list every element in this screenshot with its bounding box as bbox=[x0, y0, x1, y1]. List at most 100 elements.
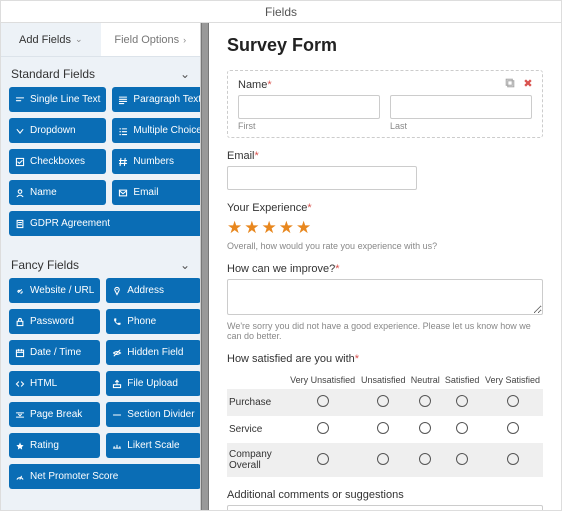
field-type-label: GDPR Agreement bbox=[30, 218, 110, 229]
pane-resize-handle[interactable] bbox=[201, 23, 209, 510]
label-text: Your Experience bbox=[227, 202, 307, 214]
required-marker: * bbox=[307, 202, 311, 214]
likert-radio[interactable] bbox=[419, 422, 431, 434]
field-type-label: Name bbox=[30, 187, 57, 198]
field-type-label: Email bbox=[133, 187, 158, 198]
likert-radio[interactable] bbox=[377, 422, 389, 434]
field-type-label: Website / URL bbox=[30, 285, 94, 296]
field-type-rating[interactable]: Rating bbox=[9, 433, 100, 458]
field-type-label: Dropdown bbox=[30, 125, 76, 136]
field-type-hidden-field[interactable]: Hidden Field bbox=[106, 340, 200, 365]
likert-radio[interactable] bbox=[507, 453, 519, 465]
code-icon bbox=[15, 379, 25, 389]
likert-column-header: Unsatisfied bbox=[358, 371, 408, 389]
section-header-fancy[interactable]: Fancy Fields ⌄ bbox=[1, 248, 200, 278]
field-type-dropdown[interactable]: Dropdown bbox=[9, 118, 106, 143]
field-type-single-line-text[interactable]: Single Line Text bbox=[9, 87, 106, 112]
standard-fields-grid: Single Line Text Paragraph Text Dropdown Mu… bbox=[1, 87, 200, 248]
likert-column-header: Very Unsatisfied bbox=[287, 371, 358, 389]
field-type-label: File Upload bbox=[127, 378, 178, 389]
field-type-paragraph-text[interactable]: Paragraph Text bbox=[112, 87, 201, 112]
field-type-label: Multiple Choice bbox=[133, 125, 201, 136]
field-type-section-divider[interactable]: Section Divider bbox=[106, 402, 200, 427]
field-type-label: Paragraph Text bbox=[133, 94, 201, 105]
likert-radio[interactable] bbox=[377, 453, 389, 465]
likert-radio[interactable] bbox=[507, 422, 519, 434]
likert-radio[interactable] bbox=[377, 395, 389, 407]
last-name-input[interactable] bbox=[390, 95, 532, 119]
comments-textarea[interactable] bbox=[227, 505, 543, 510]
field-type-label: Address bbox=[127, 285, 164, 296]
first-name-input[interactable] bbox=[238, 95, 380, 119]
star-rating[interactable]: ★★★★★ bbox=[227, 218, 543, 238]
likert-radio[interactable] bbox=[419, 395, 431, 407]
duplicate-icon[interactable] bbox=[504, 77, 516, 89]
paragraph-icon bbox=[118, 95, 128, 105]
field-type-file-upload[interactable]: File Upload bbox=[106, 371, 200, 396]
section-title: Fancy Fields bbox=[11, 258, 79, 272]
likert-radio[interactable] bbox=[456, 422, 468, 434]
field-type-label: HTML bbox=[30, 378, 57, 389]
field-name[interactable]: ✖ Name* First Last bbox=[227, 70, 543, 138]
star-icon[interactable]: ★ bbox=[244, 218, 259, 238]
likert-column-header: Very Satisfied bbox=[482, 371, 543, 389]
likert-radio[interactable] bbox=[456, 395, 468, 407]
field-type-label: Hidden Field bbox=[127, 347, 183, 358]
field-type-name[interactable]: Name bbox=[9, 180, 106, 205]
likert-radio[interactable] bbox=[456, 453, 468, 465]
user-icon bbox=[15, 188, 25, 198]
section-header-standard[interactable]: Standard Fields ⌄ bbox=[1, 57, 200, 87]
field-type-checkboxes[interactable]: Checkboxes bbox=[9, 149, 106, 174]
improve-textarea[interactable] bbox=[227, 279, 543, 315]
field-type-multiple-choice[interactable]: Multiple Choice bbox=[112, 118, 201, 143]
field-type-label: Numbers bbox=[133, 156, 174, 167]
field-type-phone[interactable]: Phone bbox=[106, 309, 200, 334]
likert-radio[interactable] bbox=[419, 453, 431, 465]
field-type-likert-scale[interactable]: Likert Scale bbox=[106, 433, 200, 458]
field-type-numbers[interactable]: Numbers bbox=[112, 149, 201, 174]
field-controls: ✖ bbox=[504, 77, 534, 89]
likert-radio[interactable] bbox=[507, 395, 519, 407]
field-satisfaction[interactable]: How satisfied are you with* Very Unsatis… bbox=[227, 353, 543, 477]
field-type-html[interactable]: HTML bbox=[9, 371, 100, 396]
likert-row-label: Company Overall bbox=[227, 443, 287, 477]
star-icon[interactable]: ★ bbox=[279, 218, 294, 238]
tab-field-options[interactable]: Field Options › bbox=[101, 23, 201, 56]
field-type-gdpr-agreement[interactable]: GDPR Agreement bbox=[9, 211, 201, 236]
text-line-icon bbox=[15, 95, 25, 105]
field-type-page-break[interactable]: Page Break bbox=[9, 402, 100, 427]
likert-radio[interactable] bbox=[317, 395, 329, 407]
chevron-down-icon: ⌄ bbox=[75, 34, 83, 45]
gauge-icon bbox=[15, 472, 25, 482]
upload-icon bbox=[112, 379, 122, 389]
field-description: We're sorry you did not have a good expe… bbox=[227, 321, 543, 341]
field-description: Overall, how would you rate you experien… bbox=[227, 241, 543, 251]
list-icon bbox=[118, 126, 128, 136]
email-input[interactable] bbox=[227, 166, 417, 190]
field-type-date-time[interactable]: Date / Time bbox=[9, 340, 100, 365]
field-comments[interactable]: Additional comments or suggestions bbox=[227, 489, 543, 510]
scale-icon bbox=[112, 441, 122, 451]
field-improve[interactable]: How can we improve?* We're sorry you did… bbox=[227, 263, 543, 341]
required-marker: * bbox=[355, 353, 359, 365]
star-icon[interactable]: ★ bbox=[296, 218, 311, 238]
likert-radio[interactable] bbox=[317, 453, 329, 465]
field-type-password[interactable]: Password bbox=[9, 309, 100, 334]
likert-row-label: Purchase bbox=[227, 389, 287, 416]
field-label: How can we improve?* bbox=[227, 263, 543, 275]
field-experience[interactable]: Your Experience* ★★★★★ Overall, how woul… bbox=[227, 202, 543, 251]
likert-radio[interactable] bbox=[317, 422, 329, 434]
tab-add-fields[interactable]: Add Fields ⌄ bbox=[1, 23, 101, 56]
star-icon[interactable]: ★ bbox=[262, 218, 277, 238]
phone-icon bbox=[112, 317, 122, 327]
field-type-net-promoter-score[interactable]: Net Promoter Score bbox=[9, 464, 201, 489]
required-marker: * bbox=[335, 263, 339, 275]
label-text: How satisfied are you with bbox=[227, 353, 355, 365]
field-type-email[interactable]: Email bbox=[112, 180, 201, 205]
star-icon[interactable]: ★ bbox=[227, 218, 242, 238]
delete-icon[interactable]: ✖ bbox=[522, 77, 534, 89]
field-type-address[interactable]: Address bbox=[106, 278, 200, 303]
field-email[interactable]: Email* bbox=[227, 150, 543, 190]
field-label: Email* bbox=[227, 150, 543, 162]
field-type-website-url[interactable]: Website / URL bbox=[9, 278, 100, 303]
